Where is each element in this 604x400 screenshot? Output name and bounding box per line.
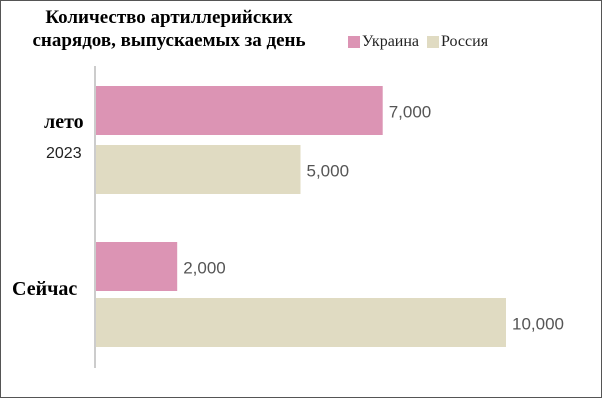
bar-label-ukraine-1: 2,000	[183, 259, 226, 278]
category-label-now: Сейчас	[12, 278, 78, 300]
bar-ukraine-0	[96, 86, 383, 135]
bar-russia-0	[96, 145, 301, 194]
category-label-summer: лето	[44, 111, 84, 133]
legend-swatch-ukraine	[348, 36, 360, 48]
legend-item-russia: Россия	[427, 33, 488, 51]
bar-label-russia-0: 5,000	[307, 162, 350, 181]
bar-label-russia-1: 10,000	[512, 315, 564, 334]
chart-title: Количество артиллерийских снарядов, выпу…	[32, 7, 306, 51]
legend-swatch-russia	[427, 36, 440, 48]
legend-item-ukraine: Украина	[348, 33, 419, 51]
category-sublabel-2023: 2023	[46, 145, 82, 162]
bar-russia-1	[96, 298, 506, 347]
bar-ukraine-1	[96, 242, 178, 291]
legend: Украина Россия	[348, 33, 496, 51]
legend-label-russia: Россия	[441, 33, 489, 50]
legend-label-ukraine: Украина	[362, 33, 420, 50]
bar-label-ukraine-0: 7,000	[389, 103, 432, 122]
